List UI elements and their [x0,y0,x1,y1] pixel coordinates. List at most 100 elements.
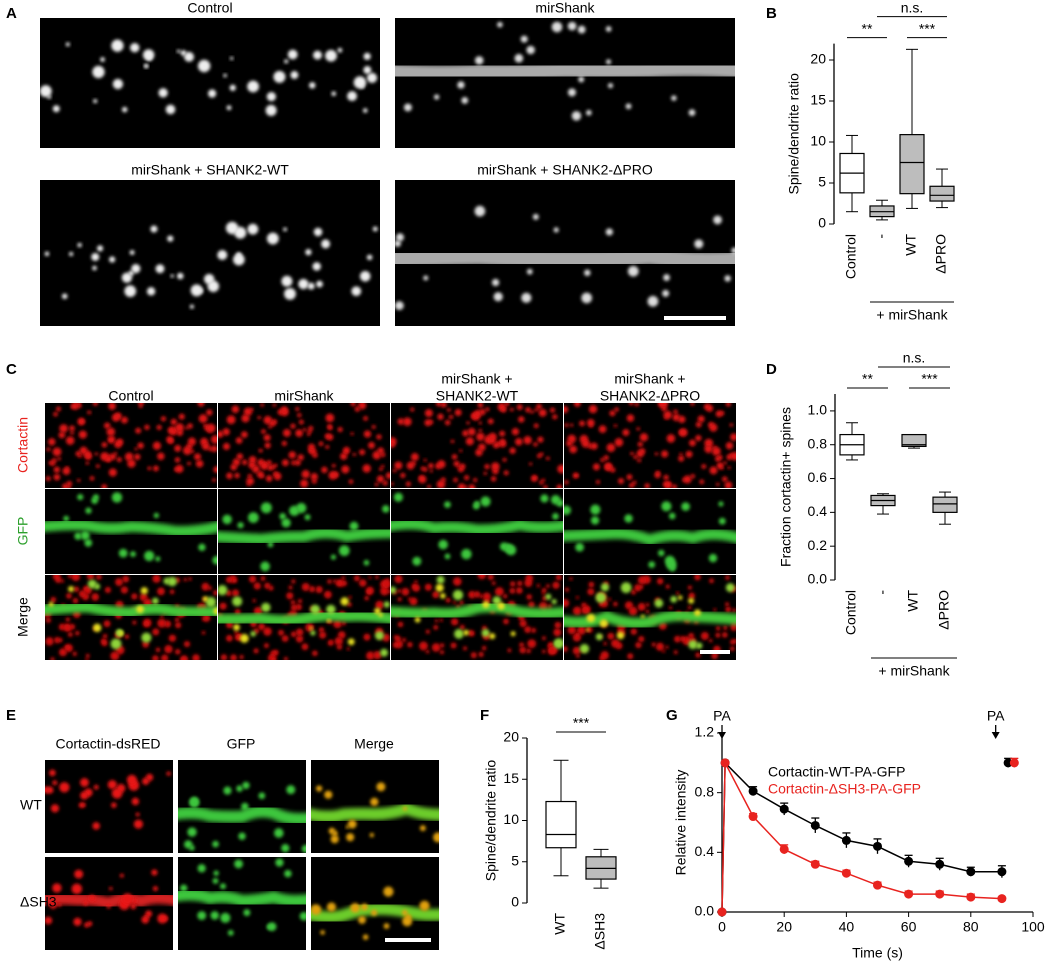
punctum [447,408,451,412]
punctum [402,909,408,916]
punctum [78,590,86,598]
punctum [331,463,336,468]
punctum [628,403,634,406]
punctum [637,576,647,585]
punctum [45,637,54,646]
punctum [92,822,100,830]
micrograph-bg [395,18,735,148]
punctum [146,55,152,61]
punctum [424,419,432,427]
punctum [132,620,137,625]
punctum [131,797,140,806]
micrograph [45,575,217,660]
punctum [517,580,523,587]
punctum [348,479,354,484]
punctum [409,597,418,606]
spine [197,911,207,921]
micrograph [395,18,735,148]
column-title: mirShank + [614,371,685,387]
spine [395,233,404,242]
punctum [452,577,462,586]
punctum [350,403,356,407]
punctum [341,620,347,626]
punctum [363,52,371,61]
punctum [459,449,463,453]
punctum [616,631,625,640]
punctum [284,59,289,64]
punctum [234,472,240,479]
punctum [80,791,89,800]
spine [382,505,390,513]
punctum [419,641,428,651]
spine [363,559,370,566]
x-tick-label: 80 [963,919,979,935]
punctum [225,221,239,235]
punctum [87,410,92,415]
dendrite [391,518,563,536]
punctum [122,575,130,583]
spine [275,858,284,867]
spine [605,26,612,32]
punctum [654,471,661,479]
spine [63,515,70,522]
punctum [134,453,141,461]
punctum [459,624,465,630]
punctum [359,449,366,456]
punctum [112,78,124,90]
punctum [263,434,271,442]
x-tick-label: ΔSH3 [592,913,608,950]
punctum [695,421,702,428]
punctum [371,424,376,429]
punctum [721,632,728,638]
punctum [260,403,264,407]
punctum [252,599,256,603]
significance-label: n.s. [903,350,926,366]
punctum [183,577,188,582]
punctum [674,635,681,643]
punctum [552,414,558,420]
column-title: SHANK2-WT [436,388,519,404]
spine [670,595,678,603]
punctum [340,452,348,460]
punctum [523,435,532,445]
significance-label: ** [862,20,873,36]
spine [219,883,227,890]
punctum [278,629,285,636]
punctum [302,427,307,432]
column-title: SHANK2-ΔPRO [600,388,700,404]
x-tick-label: 20 [776,919,792,935]
punctum [101,441,108,448]
y-tick-label: 1.0 [808,402,828,418]
punctum [59,424,68,433]
punctum [309,586,316,593]
punctum [341,576,346,580]
punctum [85,658,89,660]
punctum [331,91,337,97]
point [779,844,789,854]
punctum [115,578,123,586]
spine [474,205,486,217]
spine [540,494,549,503]
punctum [444,419,451,426]
punctum [325,49,337,62]
punctum [380,586,389,596]
punctum [108,438,113,443]
y-tick-label: 10 [810,133,826,149]
punctum [324,790,333,799]
punctum [445,597,451,603]
punctum [360,903,369,911]
punctum [564,405,569,414]
spine [304,514,311,521]
punctum [150,225,158,233]
punctum [572,606,582,616]
image-title: Control [187,0,232,16]
punctum [291,460,296,466]
punctum [319,631,327,639]
spine [526,268,533,275]
spine [281,843,290,853]
micrograph-bg [40,180,380,326]
punctum [453,460,460,467]
punctum [68,251,74,257]
punctum [195,459,204,468]
punctum [651,642,656,647]
